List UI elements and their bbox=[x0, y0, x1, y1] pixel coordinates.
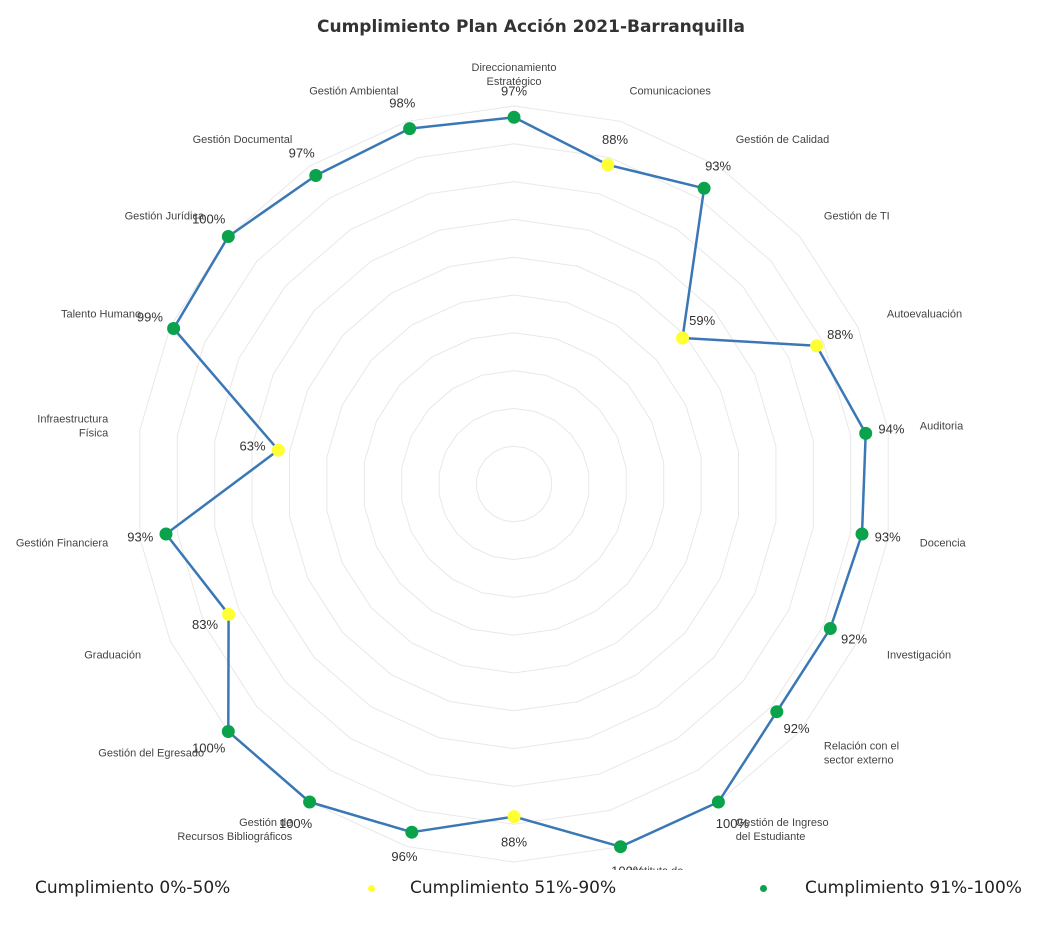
data-point bbox=[222, 607, 236, 621]
grid-ring bbox=[289, 256, 739, 712]
radar-grid bbox=[139, 105, 889, 863]
data-label: 100% bbox=[279, 816, 313, 831]
category-label: Relación con el sector externo bbox=[824, 741, 899, 767]
data-label: 97% bbox=[501, 83, 527, 98]
data-label: 98% bbox=[389, 96, 415, 111]
data-label: 93% bbox=[875, 530, 901, 545]
legend-marker-green bbox=[760, 885, 767, 892]
data-point bbox=[601, 158, 615, 172]
category-label: Autoevaluación bbox=[887, 309, 962, 321]
data-point bbox=[159, 527, 173, 541]
grid-ring bbox=[326, 294, 702, 674]
data-point bbox=[614, 840, 627, 854]
data-point bbox=[403, 122, 417, 136]
data-point bbox=[823, 622, 837, 635]
data-point bbox=[167, 322, 181, 335]
category-label: Gestión de Ingreso del Estudiante bbox=[736, 817, 829, 843]
legend-marker-yellow bbox=[368, 885, 375, 892]
data-point bbox=[507, 810, 521, 824]
data-label: 88% bbox=[602, 132, 628, 147]
data-point bbox=[271, 443, 285, 457]
data-label: 99% bbox=[137, 310, 163, 325]
data-point bbox=[855, 527, 869, 541]
data-label: 96% bbox=[391, 849, 417, 864]
data-label: 59% bbox=[689, 313, 715, 328]
grid-ring bbox=[401, 370, 627, 598]
category-label: Gestión del Egresado bbox=[98, 748, 204, 760]
radar-chart: Cumplimiento Plan Acción 2021-Barranquil… bbox=[16, 17, 967, 870]
category-label: Gestión Documental bbox=[193, 134, 293, 146]
data-label: 63% bbox=[239, 438, 265, 453]
category-labels: Direccionamiento Estratégico Comunicacione… bbox=[16, 62, 967, 870]
chart-title: Cumplimiento Plan Acción 2021-Barranquil… bbox=[317, 17, 745, 37]
data-label: 88% bbox=[827, 327, 853, 342]
data-point bbox=[309, 169, 323, 182]
grid-ring bbox=[139, 105, 889, 863]
grid-ring bbox=[476, 445, 552, 523]
category-label: Gestión Jurídica bbox=[125, 211, 205, 223]
category-label: Gestión de Calidad bbox=[736, 134, 830, 146]
data-point bbox=[676, 331, 689, 345]
data-label: 88% bbox=[501, 835, 527, 850]
category-label: Comunicaciones bbox=[630, 86, 712, 98]
data-label: 92% bbox=[783, 721, 809, 736]
grid-ring bbox=[363, 332, 665, 636]
data-label: 92% bbox=[841, 631, 867, 646]
data-point bbox=[405, 825, 419, 839]
legend-item-0-50: Cumplimiento 0%-50% bbox=[35, 878, 231, 898]
data-point bbox=[711, 795, 725, 809]
data-point bbox=[507, 110, 521, 124]
data-label: 100% bbox=[716, 816, 750, 831]
data-point bbox=[770, 705, 784, 719]
category-label: Gestión Financiera bbox=[16, 537, 109, 549]
data-point bbox=[221, 230, 235, 243]
data-label: 93% bbox=[705, 158, 731, 173]
data-label: 94% bbox=[878, 422, 904, 437]
data-label: 100% bbox=[611, 864, 645, 870]
grid-ring bbox=[438, 407, 590, 561]
category-label: Investigación bbox=[887, 649, 951, 661]
category-label: Infraestructura Física bbox=[37, 414, 109, 440]
grid-ring bbox=[251, 218, 777, 750]
data-label: 83% bbox=[192, 617, 218, 632]
category-label: Auditoria bbox=[920, 421, 964, 433]
data-point bbox=[859, 426, 873, 440]
data-point bbox=[810, 339, 824, 353]
category-label: Docencia bbox=[920, 537, 967, 549]
series-line bbox=[164, 116, 867, 848]
grid-ring bbox=[214, 181, 814, 787]
data-point bbox=[697, 181, 711, 195]
grid-ring bbox=[176, 143, 852, 825]
data-label: 97% bbox=[289, 146, 315, 161]
category-label: Instituto dePosgrados bbox=[630, 865, 684, 870]
data-label: 93% bbox=[127, 530, 153, 545]
category-label: Talento Humano bbox=[61, 309, 141, 321]
category-label: Gestión de Recursos Bibliográficos bbox=[177, 817, 292, 843]
category-label: Graduación bbox=[84, 649, 141, 661]
legend-item-91-100: Cumplimiento 91%-100% bbox=[805, 878, 1022, 898]
data-point bbox=[303, 795, 317, 809]
data-label: 100% bbox=[192, 741, 226, 756]
category-label: Gestión de TI bbox=[824, 211, 890, 223]
legend-item-51-90: Cumplimiento 51%-90% bbox=[410, 878, 617, 898]
legend: Cumplimiento 0%-50% Cumplimiento 51%-90%… bbox=[0, 878, 1055, 918]
data-label: 100% bbox=[192, 211, 226, 226]
data-point bbox=[221, 725, 235, 738]
category-label: Gestión Ambiental bbox=[309, 86, 398, 98]
category-label: Direccionamiento Estratégico bbox=[472, 62, 557, 88]
radar-series: 97% 88% 93% 59% 88% 94% 93% 92% 92% 100% 100% 88% 96… bbox=[127, 83, 905, 870]
